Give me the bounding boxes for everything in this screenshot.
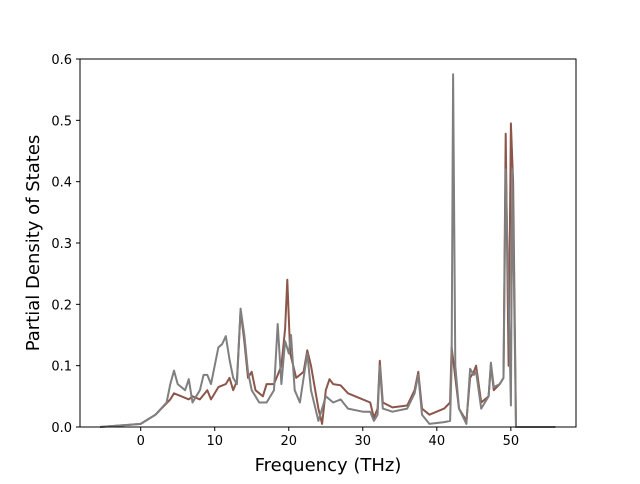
- x-tick-label: 20: [280, 434, 297, 449]
- y-axis-label: Partial Density of States: [23, 135, 44, 352]
- y-tick-label: 0.3: [51, 237, 72, 252]
- x-tick-label: 0: [137, 434, 145, 449]
- x-axis: 0 10 20 30 40 50: [137, 427, 520, 449]
- y-tick-label: 0.2: [51, 298, 72, 313]
- y-tick-label: 0.1: [51, 360, 72, 375]
- x-tick-label: 40: [429, 434, 446, 449]
- series-layer: [99, 73, 556, 428]
- x-tick-label: 30: [355, 434, 372, 449]
- series-line-2: [99, 73, 556, 428]
- x-axis-label: Frequency (THz): [255, 455, 402, 476]
- y-tick-label: 0.4: [51, 176, 72, 191]
- y-tick-label: 0.0: [51, 421, 72, 436]
- y-tick-label: 0.6: [51, 53, 72, 68]
- x-tick-label: 50: [503, 434, 520, 449]
- y-tick-label: 0.5: [51, 114, 72, 129]
- y-axis: 0.0 0.1 0.2 0.3 0.4 0.5 0.6: [51, 53, 80, 436]
- x-tick-label: 10: [206, 434, 223, 449]
